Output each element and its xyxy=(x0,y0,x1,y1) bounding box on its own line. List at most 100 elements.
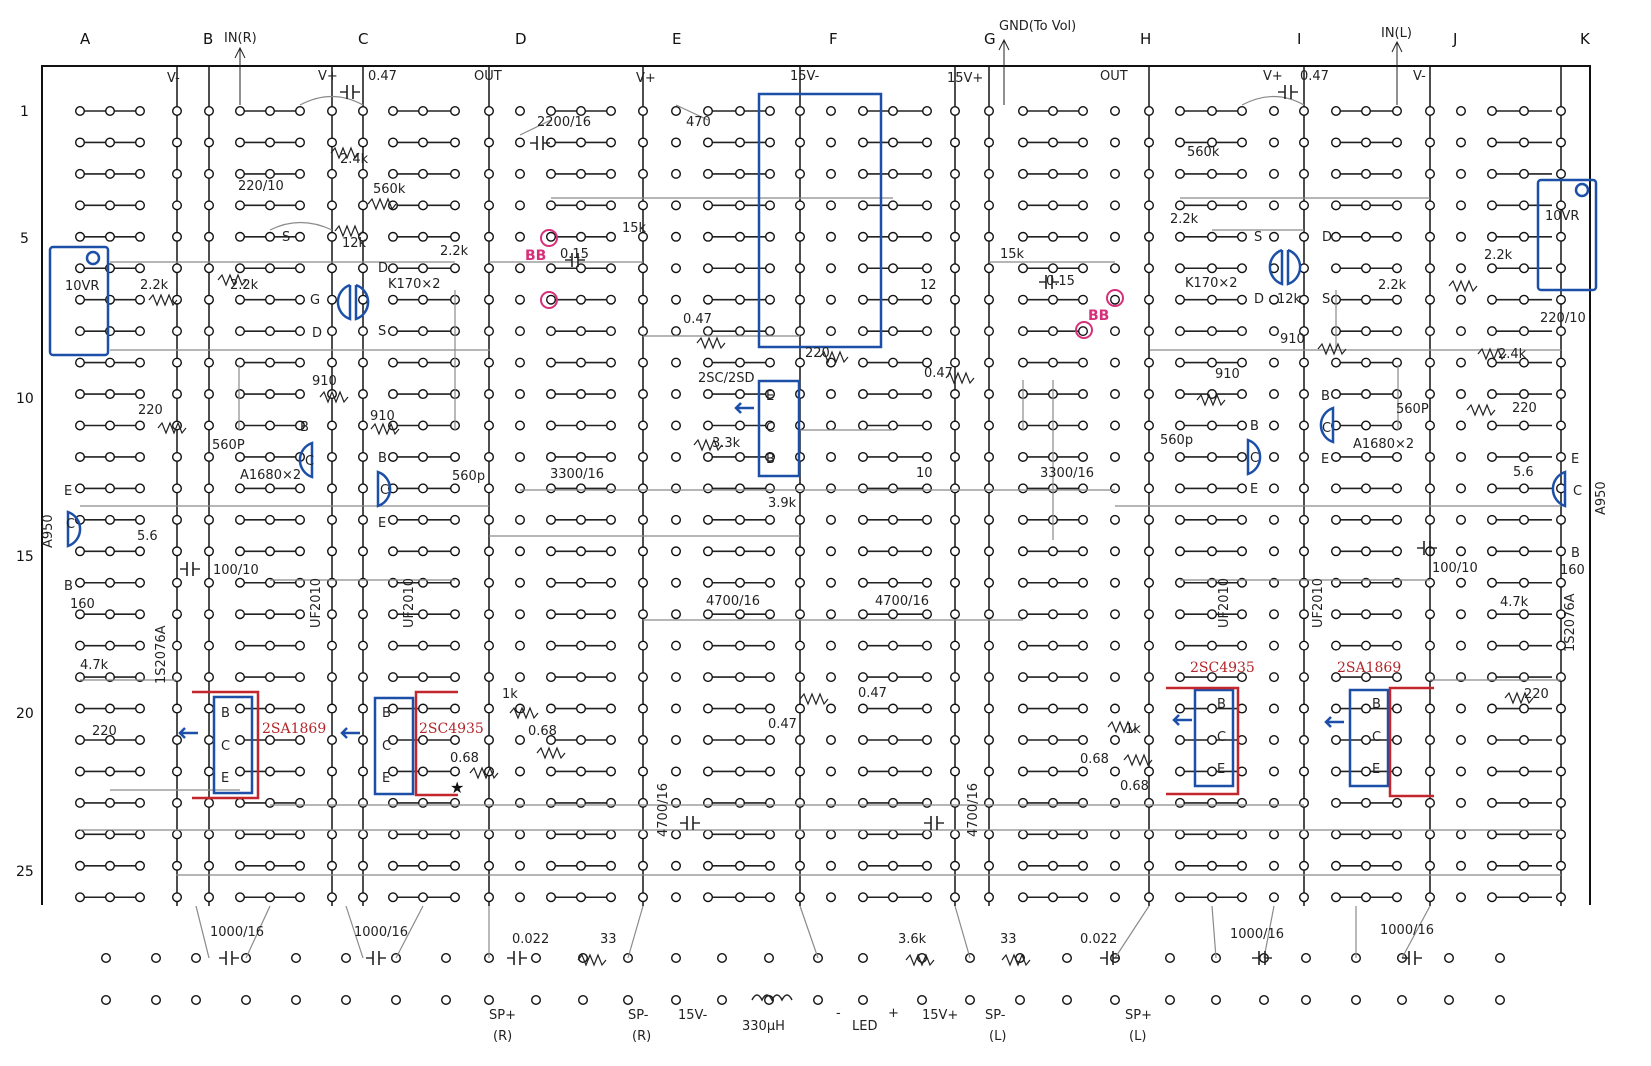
terminal-hole xyxy=(341,953,352,964)
hole xyxy=(1268,640,1279,651)
hole xyxy=(484,105,495,116)
hole xyxy=(1174,640,1185,651)
hole xyxy=(1424,137,1435,148)
hole xyxy=(358,672,369,683)
hole xyxy=(765,829,776,840)
hole xyxy=(765,577,776,588)
hole xyxy=(735,703,746,714)
hole xyxy=(1455,200,1466,211)
hole xyxy=(104,640,115,651)
hole xyxy=(134,892,145,903)
hole xyxy=(1174,451,1185,462)
hole xyxy=(515,231,526,242)
terminal-hole xyxy=(1164,953,1175,964)
hole xyxy=(606,389,617,400)
hole xyxy=(1424,168,1435,179)
hole xyxy=(1298,797,1309,808)
hole xyxy=(450,231,461,242)
hole xyxy=(1391,703,1402,714)
pin-c: C xyxy=(1250,451,1259,466)
uf2010-label: UF2010 xyxy=(402,578,417,628)
hole xyxy=(1555,168,1566,179)
hole xyxy=(134,609,145,620)
hole xyxy=(265,263,276,274)
hole xyxy=(358,326,369,337)
hole xyxy=(576,231,587,242)
row-label-10: 10 xyxy=(16,391,34,407)
hole xyxy=(515,483,526,494)
hole xyxy=(388,703,399,714)
hole xyxy=(638,483,649,494)
terminal-hole xyxy=(1350,995,1361,1006)
hole xyxy=(1518,514,1529,525)
hole xyxy=(295,420,306,431)
hole xyxy=(638,797,649,808)
jumper-wire xyxy=(1241,96,1305,106)
hole xyxy=(1077,420,1088,431)
hole xyxy=(450,892,461,903)
hole xyxy=(950,703,961,714)
hole xyxy=(171,514,182,525)
hole xyxy=(1206,420,1217,431)
jumper-wire xyxy=(299,96,364,106)
hole xyxy=(1143,892,1154,903)
resistor-icon xyxy=(1001,953,1031,967)
hole xyxy=(1391,797,1402,808)
hole xyxy=(638,168,649,179)
hole xyxy=(1518,577,1529,588)
hole xyxy=(1486,672,1497,683)
hole xyxy=(546,420,557,431)
hole xyxy=(546,451,557,462)
hole xyxy=(171,703,182,714)
hole xyxy=(606,672,617,683)
hole xyxy=(134,577,145,588)
hole xyxy=(104,420,115,431)
hole xyxy=(1298,829,1309,840)
hole xyxy=(171,766,182,777)
resistor-icon xyxy=(319,390,349,404)
hole xyxy=(1518,860,1529,871)
hole xyxy=(1174,357,1185,368)
hole xyxy=(1455,735,1466,746)
hole xyxy=(1360,829,1371,840)
hole xyxy=(1047,357,1058,368)
hole xyxy=(1018,577,1029,588)
hole xyxy=(1077,389,1088,400)
res-22k-label: 2.2k xyxy=(440,244,469,259)
hole xyxy=(858,200,869,211)
hole xyxy=(134,703,145,714)
hole xyxy=(1330,168,1341,179)
heatsink-2sc4935-left xyxy=(414,690,458,797)
hole xyxy=(1424,672,1435,683)
hole xyxy=(735,609,746,620)
hole xyxy=(1077,326,1088,337)
hole xyxy=(606,640,617,651)
hole xyxy=(606,263,617,274)
hole xyxy=(1555,735,1566,746)
hole xyxy=(1486,389,1497,400)
hole xyxy=(1077,766,1088,777)
hole xyxy=(671,577,682,588)
hole xyxy=(450,168,461,179)
hole xyxy=(484,231,495,242)
rail-15vminus: 15V- xyxy=(790,69,820,84)
hole xyxy=(638,766,649,777)
hole xyxy=(826,263,837,274)
hole xyxy=(1298,672,1309,683)
hole xyxy=(546,326,557,337)
hole xyxy=(765,231,776,242)
hole xyxy=(765,735,776,746)
hole xyxy=(671,200,682,211)
jumper-wire xyxy=(395,905,424,959)
hole xyxy=(826,892,837,903)
hole xyxy=(295,797,306,808)
hole xyxy=(671,483,682,494)
hole xyxy=(950,735,961,746)
hole xyxy=(1268,829,1279,840)
hole xyxy=(1555,420,1566,431)
rail-out-right: OUT xyxy=(1100,69,1128,84)
hole xyxy=(265,640,276,651)
hole xyxy=(1174,892,1185,903)
hole xyxy=(888,483,899,494)
hole xyxy=(450,451,461,462)
